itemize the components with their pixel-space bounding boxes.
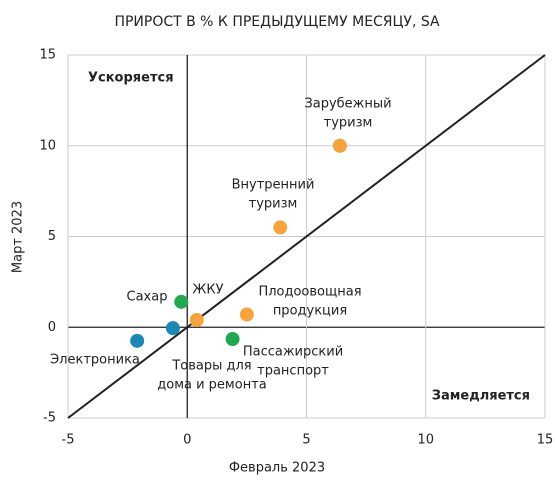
point-label: Зарубежный xyxy=(304,97,391,112)
x-tick-label: 0 xyxy=(183,433,191,448)
x-tick-label: 5 xyxy=(302,433,310,448)
annotation: Замедляется xyxy=(432,389,530,404)
y-tick-label: 15 xyxy=(39,48,56,63)
point-label: Плодоовощная xyxy=(258,285,361,300)
y-tick-label: 10 xyxy=(39,138,56,153)
point-label: ЖКУ xyxy=(192,283,223,298)
x-axis-label: Февраль 2023 xyxy=(229,461,325,476)
point xyxy=(189,312,204,327)
point-label: туризм xyxy=(324,116,373,131)
point-label: туризм xyxy=(249,197,298,212)
y-tick-label: 0 xyxy=(48,320,56,335)
point xyxy=(225,332,240,347)
annotation: Ускоряется xyxy=(88,71,174,86)
point xyxy=(174,294,189,309)
point-label: Товары для xyxy=(171,359,251,374)
point-label: продукция xyxy=(273,304,347,319)
y-tick-label: 5 xyxy=(48,229,56,244)
point xyxy=(130,333,145,348)
point-label: Внутренний xyxy=(232,178,315,193)
point xyxy=(165,321,180,336)
point xyxy=(273,220,288,235)
x-tick-label: -5 xyxy=(62,433,75,448)
y-tick-label: -5 xyxy=(43,411,56,426)
x-tick-label: 10 xyxy=(417,433,434,448)
point-label: Пассажирский xyxy=(243,345,343,360)
point-label: Электроника xyxy=(50,353,140,368)
y-axis-label: Март 2023 xyxy=(11,201,26,273)
diagonal-line xyxy=(67,54,546,419)
point xyxy=(332,138,347,153)
point-label: Сахар xyxy=(127,290,168,305)
x-tick-label: 15 xyxy=(537,433,554,448)
point xyxy=(239,307,254,322)
point-label: дома и ремонта xyxy=(157,378,266,393)
chart-title: ПРИРОСТ В % К ПРЕДЫДУЩЕМУ МЕСЯЦУ, SA xyxy=(114,14,440,30)
point-label: транспорт xyxy=(257,364,329,379)
